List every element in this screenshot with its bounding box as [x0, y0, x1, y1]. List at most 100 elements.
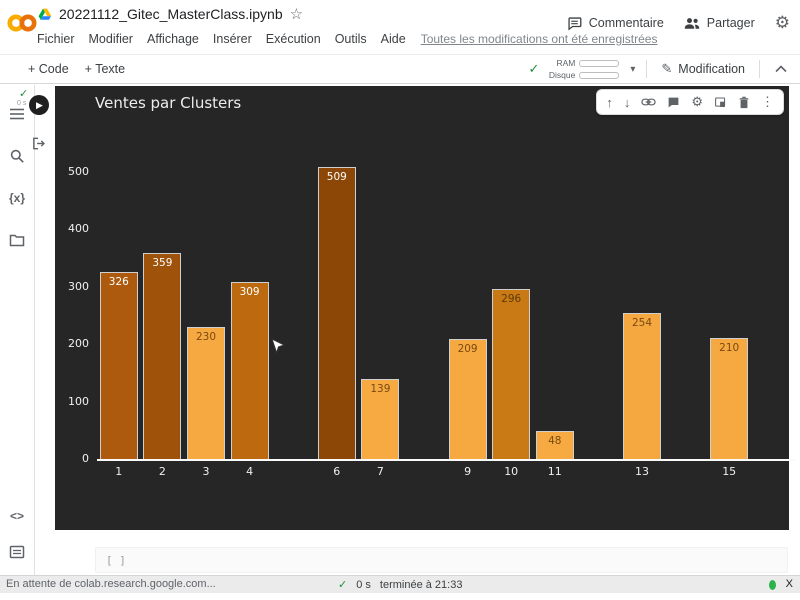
bar-cluster-10: 296	[492, 289, 531, 459]
menu-modifier[interactable]: Modifier	[88, 32, 133, 46]
bar-cluster-1: 326	[99, 272, 138, 459]
y-tick-label: 400	[68, 222, 89, 236]
add-comment-icon[interactable]	[667, 96, 680, 109]
bar-cluster-3: 230	[187, 327, 225, 459]
execution-status: ✓ 0 s terminée à 21:33	[338, 578, 463, 592]
bar-cluster-7: 139	[361, 379, 400, 459]
bar-cluster-4: 309	[230, 282, 269, 459]
people-icon	[684, 18, 699, 29]
mouse-cursor	[271, 338, 284, 357]
notebook-title[interactable]: 20221112_Gitec_MasterClass.ipynb	[59, 6, 283, 22]
comment-label: Commentaire	[588, 16, 664, 30]
bar-value-label: 326	[108, 276, 129, 288]
disk-meter	[579, 71, 620, 79]
chevron-up-icon	[775, 65, 787, 73]
cell-executed-check-icon: ✓	[19, 88, 29, 100]
close-status-button[interactable]: X	[785, 578, 793, 590]
delete-cell-icon[interactable]	[738, 96, 750, 109]
comment-icon	[568, 16, 582, 31]
x-tick-label: 9	[464, 465, 472, 478]
cell-settings-gear-icon[interactable]: ⚙	[691, 94, 703, 109]
files-folder-icon[interactable]	[4, 227, 30, 253]
share-label: Partager	[706, 16, 755, 30]
connection-dot-icon	[769, 580, 776, 590]
toolbar-left: + Code + Texte	[28, 55, 125, 83]
code-snippets-icon[interactable]: <>	[9, 509, 24, 523]
bar-value-label: 209	[457, 343, 478, 355]
x-tick-label: 13	[635, 465, 649, 478]
terminal-icon[interactable]	[4, 539, 30, 565]
add-code-button[interactable]: + Code	[28, 62, 69, 76]
move-cell-up-icon[interactable]: ↑	[606, 94, 613, 110]
bar-cluster-15: 210	[710, 338, 749, 459]
bar-cluster-2: 359	[143, 253, 182, 459]
header: 20221112_Gitec_MasterClass.ipynb ☆ Fichi…	[0, 0, 800, 54]
search-icon[interactable]	[4, 143, 30, 169]
menu-outils[interactable]: Outils	[334, 32, 367, 46]
ram-meter	[579, 59, 620, 67]
move-cell-down-icon[interactable]: ↓	[623, 94, 631, 110]
add-text-button[interactable]: + Texte	[84, 62, 126, 76]
menu-aide[interactable]: Aide	[380, 32, 406, 46]
x-tick-label: 6	[333, 465, 341, 478]
bar-cluster-6: 509	[317, 167, 356, 459]
edit-mode-button[interactable]: ✎ Modification	[655, 61, 751, 77]
drive-file-icon	[38, 8, 52, 21]
browser-status-text: En attente de colab.research.google.com.…	[6, 578, 216, 590]
y-tick-label: 300	[68, 279, 89, 293]
play-icon: ▶	[36, 99, 43, 110]
save-status-link[interactable]: Toutes les modifications ont été enregis…	[420, 32, 658, 46]
bar-cluster-9: 209	[448, 339, 487, 459]
bar-value-label: 309	[239, 286, 260, 298]
star-icon[interactable]: ☆	[289, 6, 304, 23]
bar-value-label: 254	[631, 317, 653, 329]
x-tick-label: 10	[504, 465, 519, 478]
x-tick-label: 11	[547, 465, 562, 478]
exec-finished-text: terminée à 21:33	[379, 578, 463, 591]
exec-time: 0 s	[356, 578, 371, 591]
mirror-cell-icon[interactable]	[714, 96, 727, 109]
run-cell-button[interactable]: ▶	[29, 95, 49, 115]
sidebar-bottom: <>	[4, 493, 30, 575]
x-tick-label: 4	[246, 465, 254, 478]
more-actions-icon[interactable]: ⋮	[761, 94, 774, 109]
resources-caret-icon[interactable]: ▾	[630, 63, 636, 75]
table-of-contents-icon[interactable]	[4, 101, 30, 127]
copy-link-icon[interactable]	[641, 96, 657, 108]
bar-value-label: 210	[719, 342, 740, 354]
title-row: 20221112_Gitec_MasterClass.ipynb ☆	[38, 5, 303, 23]
bar-value-label: 359	[152, 257, 173, 269]
notebook-toolbar: + Code + Texte ✓ RAM Disque ▾ ✎ Modifica…	[0, 54, 800, 84]
cell-exec-time: 0 s	[17, 100, 27, 107]
colab-logo-icon[interactable]	[6, 12, 38, 34]
menu-inserer[interactable]: Insérer	[212, 32, 252, 46]
menu-fichier[interactable]: Fichier	[37, 32, 75, 46]
left-sidebar: {x} <>	[0, 85, 35, 575]
bar-value-label: 139	[370, 383, 391, 395]
collapse-header-button[interactable]	[768, 56, 794, 82]
empty-code-cell[interactable]: [ ]	[95, 547, 788, 573]
header-actions: Commentaire Partager ⚙	[567, 13, 790, 33]
toolbar-divider	[759, 60, 760, 78]
cell-toolbar: ↑ ↓ ⚙	[596, 89, 784, 115]
menu-execution[interactable]: Exécution	[265, 32, 321, 46]
x-axis-line	[97, 459, 795, 461]
cell-output-chart: Ventes par Clusters 0 100 200 300 400 500 326 1…	[55, 86, 795, 530]
y-tick-label: 100	[68, 394, 89, 408]
x-tick-label: 2	[158, 465, 166, 478]
resource-meters[interactable]: RAM Disque	[547, 58, 620, 80]
open-output-icon[interactable]	[31, 136, 46, 151]
pencil-icon: ✎	[661, 61, 673, 76]
disk-label: Disque	[548, 70, 576, 80]
y-tick-label: 200	[68, 337, 89, 351]
y-tick-label: 500	[68, 165, 89, 178]
variables-icon[interactable]: {x}	[8, 191, 25, 205]
menu-affichage[interactable]: Affichage	[146, 32, 199, 46]
settings-gear-icon[interactable]: ⚙	[774, 13, 790, 32]
share-button[interactable]: Partager	[684, 16, 755, 30]
comment-button[interactable]: Commentaire	[567, 16, 664, 31]
bar-value-label: 296	[501, 293, 522, 305]
y-tick-label: 0	[82, 452, 89, 465]
ram-label: RAM	[556, 58, 576, 68]
